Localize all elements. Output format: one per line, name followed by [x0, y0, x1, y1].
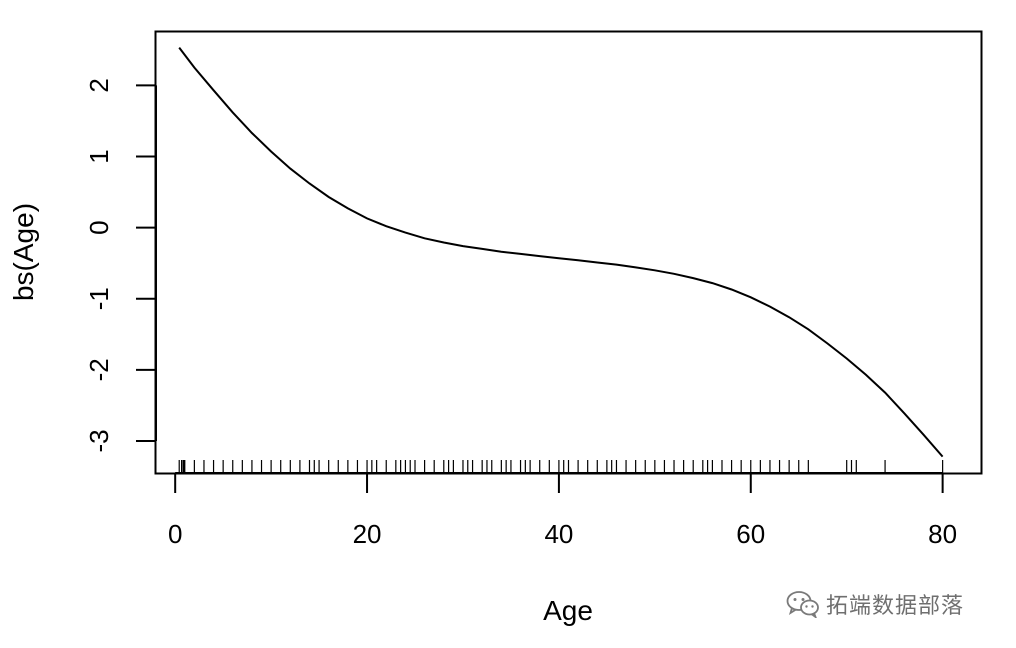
- y-tick-label: 0: [84, 220, 114, 234]
- y-tick-label: -2: [84, 358, 114, 381]
- wechat-icon: [786, 591, 819, 618]
- x-axis: 0 20 40 60 80: [168, 472, 957, 549]
- x-tick-label: 80: [928, 519, 957, 549]
- y-tick-label: -1: [84, 287, 114, 310]
- y-tick-label: 1: [84, 149, 114, 163]
- x-tick-label: 40: [544, 519, 573, 549]
- watermark: 拓端数据部落: [786, 586, 964, 622]
- series-line: [178, 46, 944, 458]
- x-tick-label: 60: [736, 519, 765, 549]
- y-axis-title: bs(Age): [8, 203, 39, 301]
- plot-frame: [154, 30, 983, 475]
- x-axis-title: Age: [543, 595, 593, 626]
- rug-marks: [178, 460, 944, 473]
- watermark-text: 拓端数据部落: [826, 594, 965, 619]
- y-tick-label: 2: [84, 78, 114, 92]
- x-tick-label: 20: [353, 519, 382, 549]
- y-tick-label: -3: [84, 429, 114, 452]
- x-tick-label: 0: [168, 519, 182, 549]
- y-axis: -3 -2 -1 0 1 2: [84, 78, 157, 453]
